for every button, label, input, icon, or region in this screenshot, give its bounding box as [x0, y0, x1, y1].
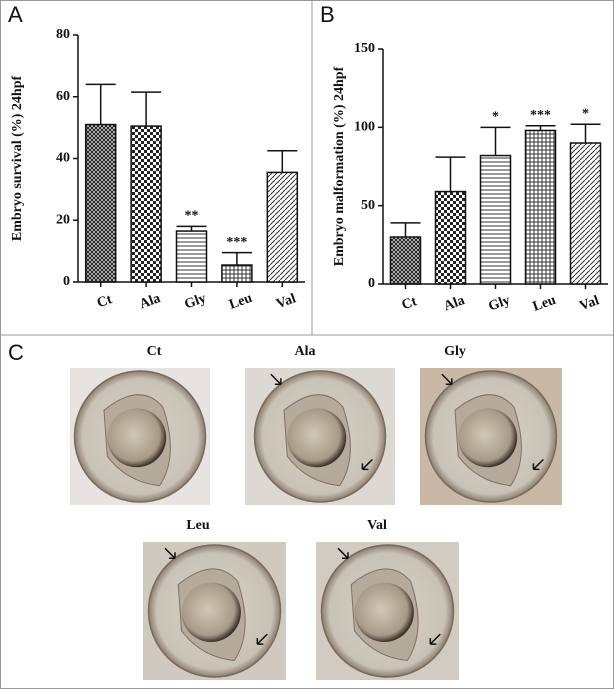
x-tick-label: Ct [400, 294, 419, 313]
panel-label: B [320, 2, 335, 27]
error-bar [267, 150, 298, 173]
yolk [354, 582, 414, 643]
image-label: Ala [295, 344, 316, 359]
significance: *** [226, 235, 247, 250]
x-tick-label: Val [578, 293, 602, 314]
arrow [429, 633, 441, 645]
yolk [287, 408, 347, 468]
error-bar [435, 156, 466, 192]
embryo-image [420, 368, 562, 505]
yolk [181, 582, 241, 643]
error-bar [525, 125, 556, 131]
embryo-image [143, 542, 286, 680]
bar [266, 171, 299, 283]
yolk [107, 408, 167, 468]
arrow [361, 458, 373, 471]
image-label: Ct [147, 344, 162, 359]
panel-label: A [8, 2, 23, 27]
bar [84, 123, 117, 283]
y-axis-label: Embryo survival (%) 24hpf [10, 76, 25, 242]
bar [434, 190, 467, 285]
image-label: Val [367, 518, 387, 533]
x-tick-label: Ct [95, 292, 114, 311]
error-bar [131, 91, 162, 127]
y-tick-label: 60 [56, 89, 70, 104]
error-bar [221, 251, 252, 266]
bar [479, 154, 512, 285]
significance: *** [530, 108, 551, 123]
y-tick-label: 100 [354, 120, 375, 135]
image-label: Gly [444, 344, 466, 359]
x-tick-label: Ala [442, 293, 467, 314]
y-tick-label: 20 [56, 212, 70, 227]
y-tick-label: 50 [361, 198, 375, 213]
significance: * [582, 106, 589, 121]
embryo-image [316, 542, 459, 680]
bar [175, 230, 208, 283]
error-bar [480, 126, 511, 156]
x-tick-label: Gly [487, 293, 513, 315]
arrow [337, 547, 349, 560]
y-tick-label: 80 [56, 27, 70, 42]
embryo-image [245, 368, 395, 505]
panel-label: C [8, 340, 24, 365]
bar [389, 236, 422, 285]
x-tick-label: Val [274, 291, 298, 312]
y-tick-label: 150 [354, 41, 375, 56]
x-tick-label: Gly [183, 291, 209, 313]
yolk [458, 408, 518, 468]
y-tick-label: 0 [368, 276, 375, 291]
arrow [164, 547, 176, 560]
x-tick-label: Ala [138, 291, 163, 312]
y-tick-label: 40 [56, 151, 70, 166]
embryo-image [70, 368, 210, 505]
bar [130, 125, 162, 283]
error-bar [176, 225, 207, 232]
significance: ** [185, 209, 199, 224]
error-bar [570, 123, 601, 143]
image-label: Leu [186, 518, 210, 533]
error-bar [85, 83, 116, 125]
x-tick-label: Leu [531, 293, 558, 315]
x-tick-label: Leu [227, 291, 254, 313]
error-bar [390, 222, 421, 237]
arrow [441, 373, 453, 386]
arrow [256, 633, 268, 645]
y-tick-label: 0 [63, 274, 70, 289]
arrow [270, 373, 282, 386]
y-axis-label: Embryo malformation (%) 24hpf [332, 66, 347, 266]
bar [569, 142, 602, 285]
significance: * [492, 110, 499, 125]
bar [221, 264, 253, 283]
bar [524, 129, 557, 285]
arrow [532, 458, 544, 471]
